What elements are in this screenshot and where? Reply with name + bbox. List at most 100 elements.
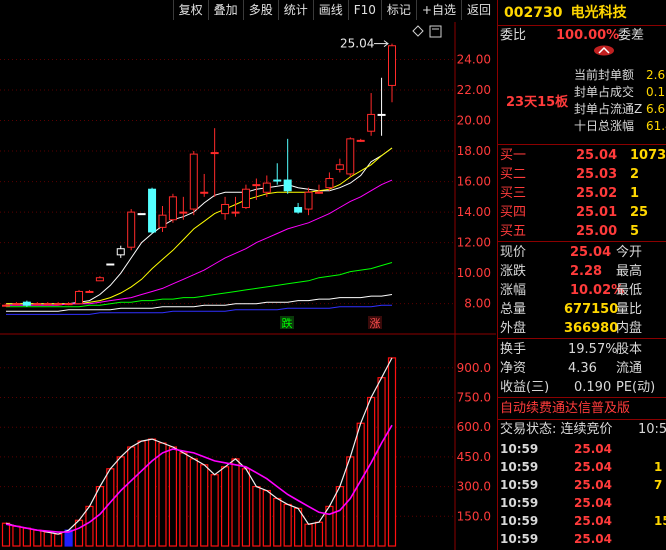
bid-row[interactable]: 买二 25.03 2 bbox=[498, 165, 666, 184]
candle-body[interactable] bbox=[314, 191, 323, 194]
toolbar-btn-7[interactable]: +自选 bbox=[415, 0, 461, 20]
volume-bar[interactable] bbox=[304, 523, 313, 547]
candle-body[interactable] bbox=[22, 301, 31, 306]
volume-bar[interactable] bbox=[262, 489, 271, 547]
candle-body[interactable] bbox=[283, 179, 292, 192]
candle-body[interactable] bbox=[158, 214, 167, 228]
bid-row[interactable]: 买三 25.02 1 bbox=[498, 184, 666, 203]
candle-body[interactable] bbox=[294, 207, 303, 213]
candle-body[interactable] bbox=[356, 139, 365, 142]
candle-body[interactable] bbox=[127, 211, 136, 248]
candle-body[interactable] bbox=[54, 303, 63, 306]
volume-bar[interactable] bbox=[33, 529, 42, 547]
volume-bar[interactable] bbox=[200, 464, 209, 547]
bid-row[interactable]: 买四 25.01 25 bbox=[498, 203, 666, 222]
candle-body[interactable] bbox=[210, 152, 219, 155]
diamond-icon[interactable] bbox=[412, 25, 424, 37]
expand-icon[interactable] bbox=[429, 25, 442, 38]
volume-bar[interactable] bbox=[314, 521, 324, 547]
quote-row: 涨幅 10.02% 最低 bbox=[498, 281, 666, 300]
candle-body[interactable] bbox=[33, 303, 42, 306]
toolbar-btn-5[interactable]: F10 bbox=[347, 0, 381, 20]
candle-body[interactable] bbox=[85, 290, 94, 293]
candle-body[interactable] bbox=[106, 263, 115, 266]
volume-bar[interactable] bbox=[273, 497, 282, 547]
candle-body[interactable] bbox=[200, 191, 209, 194]
volume-bar[interactable] bbox=[43, 531, 52, 547]
volume-bar[interactable] bbox=[1, 522, 11, 547]
ad-banner[interactable]: 自动续费通达信普及版 bbox=[498, 399, 666, 418]
collapse-row[interactable] bbox=[498, 43, 666, 57]
candle-body[interactable] bbox=[43, 303, 52, 306]
volume-bar[interactable] bbox=[179, 452, 188, 547]
candle-body[interactable] bbox=[346, 138, 355, 175]
volume-bar[interactable] bbox=[325, 505, 334, 547]
volume-bar[interactable] bbox=[335, 486, 344, 547]
weibi-label: 委比 bbox=[500, 28, 527, 43]
volume-bar[interactable] bbox=[85, 505, 94, 547]
bid-row[interactable]: 买一 25.04 10734 bbox=[498, 146, 666, 165]
ad-text[interactable]: 自动续费通达信普及版 bbox=[500, 401, 631, 416]
toolbar-btn-8[interactable]: 返回 bbox=[460, 0, 496, 20]
toolbar-btn-2[interactable]: 多股 bbox=[242, 0, 278, 20]
stock-header: 002730 电光科技 bbox=[498, 2, 666, 24]
candle-body[interactable] bbox=[221, 203, 230, 215]
volume-bar[interactable] bbox=[54, 533, 63, 547]
volume-bar[interactable] bbox=[12, 525, 21, 547]
candle-body[interactable] bbox=[179, 211, 188, 214]
candle-body[interactable] bbox=[273, 179, 282, 182]
toolbar-btn-4[interactable]: 画线 bbox=[312, 0, 348, 20]
volume-bar[interactable] bbox=[74, 519, 84, 547]
volume-bar[interactable] bbox=[22, 527, 31, 547]
toolbar-btn-0[interactable]: 复权 bbox=[172, 0, 208, 20]
candle-body[interactable] bbox=[388, 45, 396, 86]
volume-bar[interactable] bbox=[241, 468, 251, 547]
volume-bar[interactable] bbox=[231, 458, 240, 547]
candle-body[interactable] bbox=[148, 188, 157, 233]
volume-bar[interactable] bbox=[283, 503, 292, 547]
volume-bar[interactable] bbox=[387, 357, 397, 547]
toolbar-btn-3[interactable]: 统计 bbox=[277, 0, 313, 20]
volume-bar[interactable] bbox=[367, 396, 376, 547]
candle-body[interactable] bbox=[2, 304, 10, 307]
price-tick-label: 24.00 bbox=[457, 52, 491, 66]
volume-bar[interactable] bbox=[189, 458, 198, 547]
kline-chart[interactable]: 24.00 22.00 20.00 18.00 16.00 14.00 12.00 10.00… bbox=[0, 22, 496, 550]
quote-row: 外盘 366980 内盘 bbox=[498, 319, 666, 338]
candle-body[interactable] bbox=[231, 211, 240, 214]
volume-bar[interactable] bbox=[127, 446, 136, 547]
candle-body[interactable] bbox=[325, 178, 334, 189]
candle-body[interactable] bbox=[137, 213, 146, 216]
candle-body[interactable] bbox=[168, 196, 177, 221]
volume-bar[interactable] bbox=[210, 474, 219, 547]
bid-volume: 1 bbox=[630, 186, 640, 201]
candle-body[interactable] bbox=[64, 303, 73, 306]
volume-bar[interactable] bbox=[158, 442, 167, 547]
candle-body[interactable] bbox=[377, 113, 386, 116]
toolbar-btn-6[interactable]: 标记 bbox=[380, 0, 416, 20]
candle-body[interactable] bbox=[252, 184, 261, 187]
volume-bar[interactable] bbox=[294, 507, 303, 547]
candle-body[interactable] bbox=[189, 153, 198, 210]
volume-bar[interactable] bbox=[116, 456, 125, 547]
candle-body[interactable] bbox=[241, 188, 250, 209]
volume-bar[interactable] bbox=[252, 486, 261, 547]
candle-body[interactable] bbox=[95, 277, 104, 282]
candle-body[interactable] bbox=[116, 248, 125, 256]
bid-row[interactable]: 买五 25.00 5 bbox=[498, 222, 666, 241]
candle-body[interactable] bbox=[12, 303, 21, 306]
candle-body[interactable] bbox=[335, 164, 344, 170]
seal-line-value: 61.4 bbox=[646, 119, 666, 133]
toolbar-btn-1[interactable]: 叠加 bbox=[207, 0, 243, 20]
candle-body[interactable] bbox=[367, 113, 376, 132]
collapse-icon[interactable] bbox=[593, 45, 615, 56]
candle-body[interactable] bbox=[75, 290, 84, 305]
candle-body[interactable] bbox=[262, 182, 271, 193]
candle-body[interactable] bbox=[304, 191, 313, 210]
volume-bar[interactable] bbox=[147, 438, 157, 547]
volume-bar[interactable] bbox=[137, 440, 146, 547]
volume-bar[interactable] bbox=[168, 446, 178, 547]
volume-bar[interactable] bbox=[220, 466, 230, 547]
volume-bar[interactable] bbox=[106, 468, 115, 547]
volume-bar[interactable] bbox=[377, 377, 386, 547]
